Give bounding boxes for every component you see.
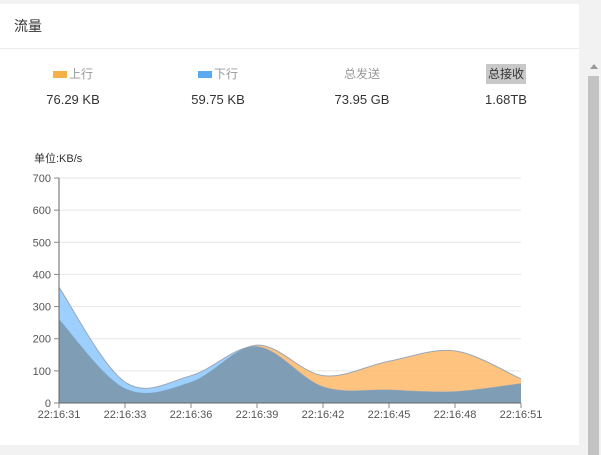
x-tick-label: 22:16:33 xyxy=(104,409,147,421)
y-tick-label: 400 xyxy=(33,269,51,281)
traffic-panel: 流量 上行 76.29 KB 下行 59.75 KB 总发送 73.95 GB … xyxy=(0,4,579,445)
chart-axes xyxy=(58,178,521,404)
chart-y-ticks: 0 100 200 300 400 500 600 700 xyxy=(33,173,59,410)
stat-total-sent-value: 73.95 GB xyxy=(334,92,390,107)
stat-upload-value: 76.29 KB xyxy=(46,92,100,107)
chart-areas xyxy=(58,287,522,403)
y-tick-label: 0 xyxy=(45,398,51,410)
stat-upload-label[interactable]: 上行 xyxy=(8,64,138,84)
total-received-label-text: 总接收 xyxy=(485,64,526,84)
x-tick-label: 22:16:42 xyxy=(302,409,345,421)
x-tick-label: 22:16:36 xyxy=(170,409,213,421)
y-tick-label: 700 xyxy=(33,173,51,185)
stat-upload: 上行 76.29 KB xyxy=(8,64,138,107)
x-tick-label: 22:16:51 xyxy=(500,409,543,421)
series-area-0 xyxy=(59,319,521,403)
stat-total-sent-label: 总发送 xyxy=(343,67,380,81)
download-label-text: 下行 xyxy=(213,67,238,81)
y-tick-label: 200 xyxy=(33,334,51,346)
stat-download: 下行 59.75 KB xyxy=(153,64,283,107)
stat-total-received: 总接收 1.68TB xyxy=(441,64,571,107)
chart-grid xyxy=(59,177,521,372)
x-tick-label: 22:16:39 xyxy=(236,409,279,421)
stat-download-value: 59.75 KB xyxy=(191,92,245,107)
scroll-up-arrow-icon[interactable] xyxy=(590,64,598,69)
x-tick-label: 22:16:48 xyxy=(434,409,477,421)
x-tick-label: 22:16:45 xyxy=(368,409,411,421)
y-tick-label: 600 xyxy=(33,205,51,217)
stat-total-received-value: 1.68TB xyxy=(485,92,527,107)
traffic-stats: 上行 76.29 KB 下行 59.75 KB 总发送 73.95 GB 总接收… xyxy=(0,64,579,124)
x-tick-label: 22:16:31 xyxy=(38,409,81,421)
chart-unit-label: 单位:KB/s xyxy=(34,151,83,165)
chart-x-ticks: 22:16:31 22:16:33 22:16:36 22:16:39 22:16:42… xyxy=(38,403,543,421)
scrollbar-thumb[interactable] xyxy=(588,76,599,455)
download-legend-swatch xyxy=(197,70,212,78)
upload-legend-swatch xyxy=(52,70,67,78)
stat-download-label[interactable]: 下行 xyxy=(153,64,283,84)
y-tick-label: 100 xyxy=(33,366,51,378)
stat-total-sent: 总发送 73.95 GB xyxy=(297,64,427,107)
scrollbar[interactable] xyxy=(579,4,601,455)
upload-label-text: 上行 xyxy=(68,67,93,81)
y-tick-label: 300 xyxy=(33,302,51,314)
y-tick-label: 500 xyxy=(33,237,51,249)
panel-title: 流量 xyxy=(0,4,579,49)
stat-total-received-label: 总接收 xyxy=(441,64,571,84)
